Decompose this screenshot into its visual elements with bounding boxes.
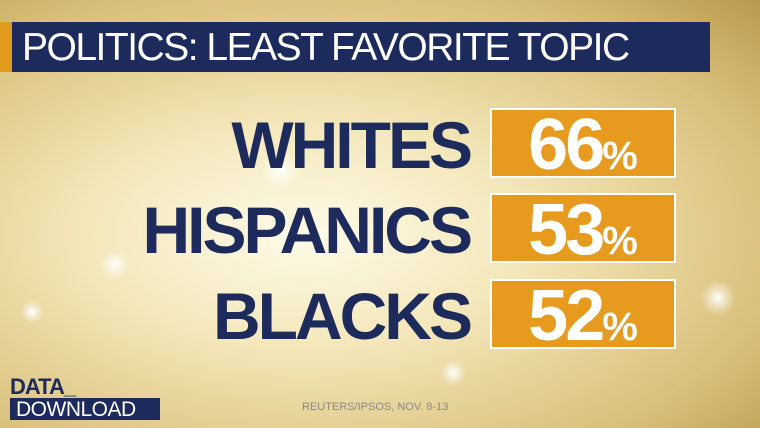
sparkle [100, 250, 130, 280]
unit: % [602, 305, 638, 349]
sparkle [260, 150, 300, 190]
row-label: HISPANICS [142, 193, 474, 267]
sparkle [700, 280, 736, 316]
row-label: WHITES [231, 108, 473, 182]
row-label: BLACKS [213, 279, 473, 353]
source: REUTERS/IPSOS, NOV. 8-13 [302, 401, 449, 413]
unit: % [602, 219, 638, 263]
brand-box [10, 398, 160, 420]
sparkle [20, 300, 44, 324]
value: 52 [528, 276, 605, 356]
value: 53 [528, 190, 605, 270]
title-bar [12, 22, 710, 72]
value-box: 52% [490, 279, 676, 352]
value-box: 53% [490, 193, 676, 266]
sparkle [440, 360, 466, 386]
brand-top: DATA_ [10, 374, 76, 399]
value-box: 66% [490, 108, 676, 181]
value: 66 [528, 105, 605, 185]
unit: % [602, 134, 638, 178]
title: POLITICS: LEAST FAVORITE TOPIC [22, 26, 630, 69]
title-accent [0, 22, 12, 72]
brand-bottom: DOWNLOAD [16, 398, 136, 421]
